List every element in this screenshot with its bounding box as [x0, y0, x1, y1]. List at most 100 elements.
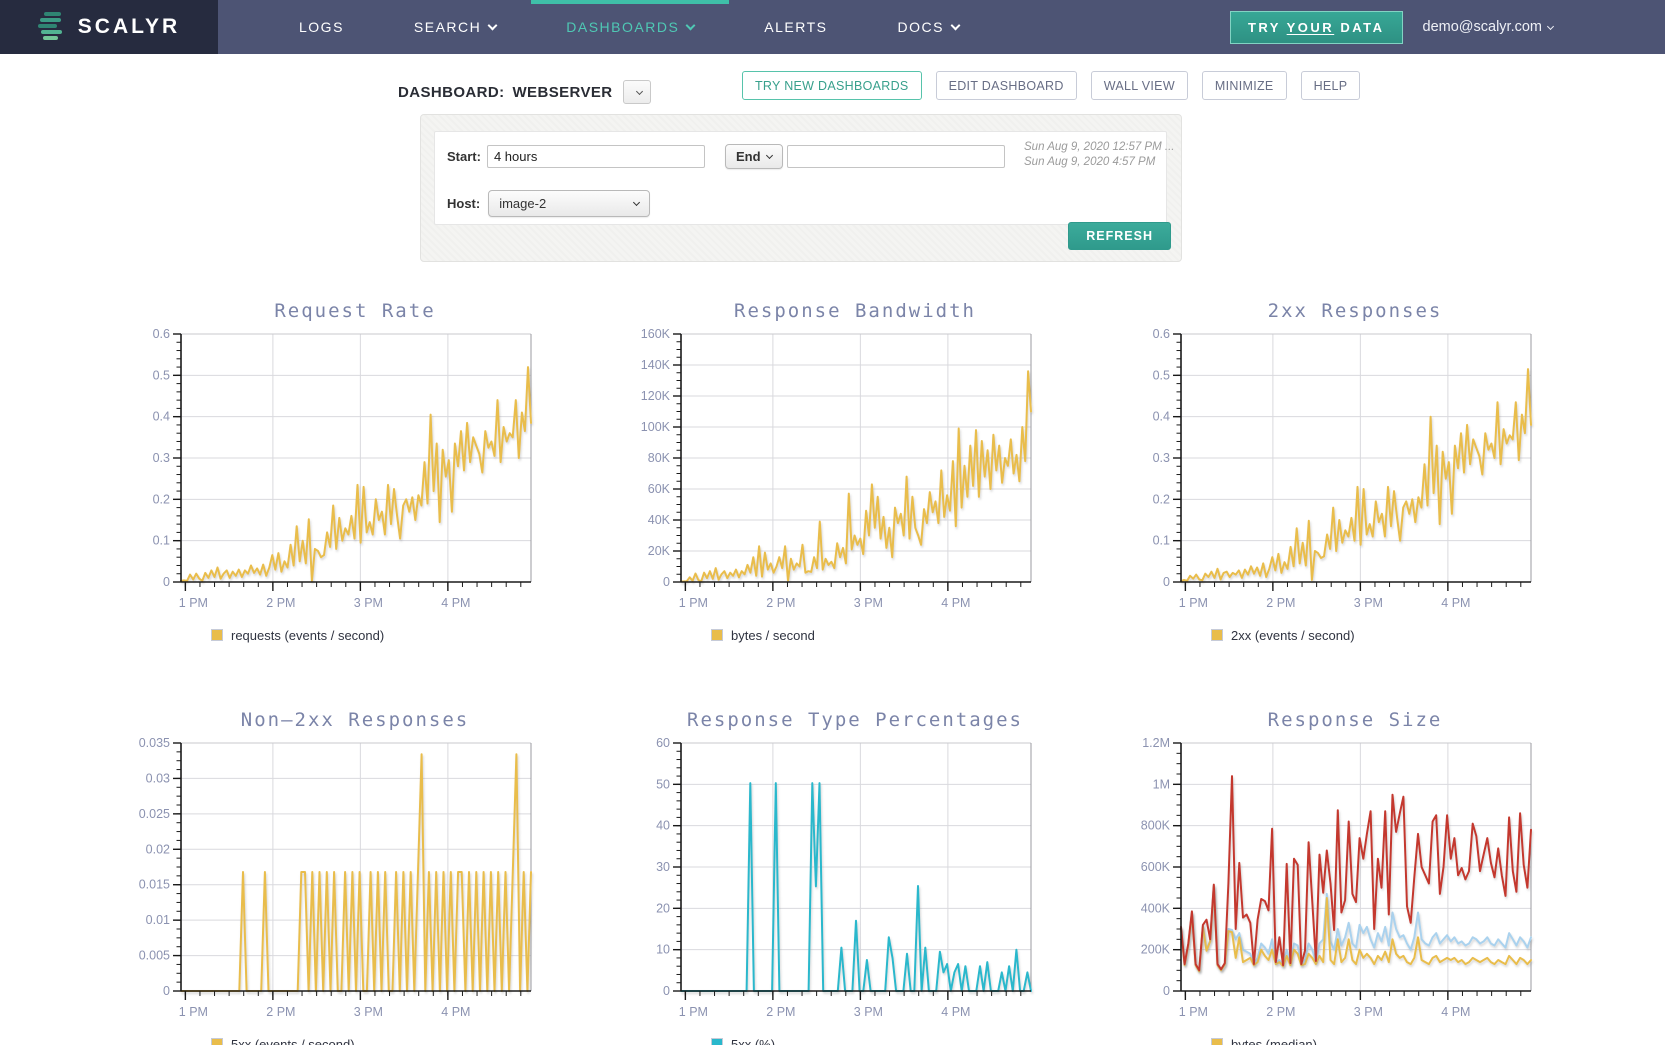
chart-svg: 0200K400K600K800K1M1.2M1 PM2 PM3 PM4 PM: [1123, 735, 1541, 1027]
svg-text:0.4: 0.4: [153, 410, 170, 424]
chart-legend: 5xx (%): [623, 1034, 1041, 1045]
svg-text:600K: 600K: [1141, 860, 1171, 874]
page: SCALYR LOGS SEARCH DASHBOARDS ALERTS DOC…: [0, 0, 1665, 1045]
svg-text:3 PM: 3 PM: [854, 596, 883, 610]
svg-text:0.2: 0.2: [1153, 492, 1170, 506]
chart-legend: 2xx (events / second): [1123, 625, 1541, 645]
svg-text:40K: 40K: [648, 513, 671, 527]
account-menu[interactable]: demo@scalyr.com: [1423, 19, 1553, 35]
brand-logo[interactable]: SCALYR: [0, 0, 218, 54]
edit-dashboard-button[interactable]: EDIT DASHBOARD: [936, 71, 1077, 100]
end-dropdown-button[interactable]: End: [725, 144, 783, 169]
svg-text:4 PM: 4 PM: [441, 1005, 470, 1019]
nav-item-alerts[interactable]: ALERTS: [729, 0, 862, 54]
time-range-display: Sun Aug 9, 2020 12:57 PM ... Sun Aug 9, …: [1024, 140, 1174, 170]
legend-entry: bytes / second: [711, 625, 1041, 645]
navbar: SCALYR LOGS SEARCH DASHBOARDS ALERTS DOC…: [0, 0, 1665, 54]
chart-svg: 01020304050601 PM2 PM3 PM4 PM: [623, 735, 1041, 1027]
chevron-down-icon: [1547, 22, 1554, 29]
svg-text:60K: 60K: [648, 482, 671, 496]
chevron-down-icon: [633, 199, 640, 206]
svg-text:4 PM: 4 PM: [1441, 596, 1470, 610]
chart-2xx-responses: 2xx Responses 00.10.20.30.40.50.61 PM2 P…: [1082, 300, 1582, 645]
chart-title: Request Rate: [123, 300, 541, 326]
legend-entry: requests (events / second): [211, 625, 541, 645]
dashboard-toolbar: TRY NEW DASHBOARDS EDIT DASHBOARD WALL V…: [742, 71, 1360, 100]
chart-title: Response Type Percentages: [623, 709, 1041, 735]
chart-svg: 00.10.20.30.40.50.61 PM2 PM3 PM4 PM: [123, 326, 541, 618]
help-button[interactable]: HELP: [1301, 71, 1361, 100]
filter-inner-box: Start: End Sun Aug 9, 2020 12:57 PM ... …: [434, 131, 1167, 225]
nav-item-docs[interactable]: DOCS: [863, 0, 994, 54]
legend-swatch: [211, 629, 223, 641]
svg-text:3 PM: 3 PM: [354, 1005, 383, 1019]
refresh-button[interactable]: REFRESH: [1068, 222, 1171, 250]
chart-title: 2xx Responses: [1123, 300, 1541, 326]
start-label: Start:: [447, 149, 481, 164]
svg-text:0.6: 0.6: [153, 327, 170, 341]
legend-swatch: [711, 1038, 723, 1045]
svg-text:1 PM: 1 PM: [679, 1005, 708, 1019]
svg-text:0.03: 0.03: [146, 771, 170, 785]
wall-view-button[interactable]: WALL VIEW: [1091, 71, 1188, 100]
legend-label: bytes / second: [731, 628, 815, 643]
chart-response-bandwidth: Response Bandwidth 020K40K60K80K100K120K…: [582, 300, 1082, 645]
time-range-row: Start: End: [447, 144, 1005, 169]
svg-text:0.1: 0.1: [153, 534, 170, 548]
time-range-start: Sun Aug 9, 2020 12:57 PM ...: [1024, 140, 1174, 155]
nav-item-dashboards[interactable]: DASHBOARDS: [531, 0, 729, 54]
nav-item-label: SEARCH: [414, 19, 481, 35]
svg-text:1M: 1M: [1153, 777, 1170, 791]
start-input[interactable]: [487, 145, 705, 168]
chart-svg: 00.0050.010.0150.020.0250.030.0351 PM2 P…: [123, 735, 541, 1027]
svg-text:0: 0: [163, 575, 170, 589]
svg-text:0.005: 0.005: [139, 949, 170, 963]
svg-text:20: 20: [656, 901, 670, 915]
legend-swatch: [1211, 1038, 1223, 1045]
chart-title: Non–2xx Responses: [123, 709, 541, 735]
svg-text:200K: 200K: [1141, 943, 1171, 957]
svg-text:140K: 140K: [641, 358, 671, 372]
svg-text:120K: 120K: [641, 389, 671, 403]
svg-text:1 PM: 1 PM: [679, 596, 708, 610]
legend-swatch: [711, 629, 723, 641]
svg-text:0.5: 0.5: [1153, 368, 1170, 382]
svg-text:1 PM: 1 PM: [1179, 596, 1208, 610]
svg-text:0: 0: [663, 984, 670, 998]
svg-text:60: 60: [656, 736, 670, 750]
host-select[interactable]: image-2: [488, 190, 650, 217]
dashboard-title-bar: DASHBOARD: WEBSERVER: [398, 80, 651, 104]
svg-text:20K: 20K: [648, 544, 671, 558]
chart-legend: 5xx (events / second): [123, 1034, 541, 1045]
svg-text:2 PM: 2 PM: [266, 596, 295, 610]
try-new-dashboards-button[interactable]: TRY NEW DASHBOARDS: [742, 71, 922, 100]
end-input[interactable]: [787, 145, 1005, 168]
svg-text:2 PM: 2 PM: [1266, 596, 1295, 610]
chart-canvas-response-bandwidth: 020K40K60K80K100K120K140K160K1 PM2 PM3 P…: [623, 326, 1041, 623]
chart-response-type-percentages: Response Type Percentages 01020304050601…: [582, 709, 1082, 1045]
legend-swatch: [211, 1038, 223, 1045]
svg-text:4 PM: 4 PM: [441, 596, 470, 610]
try-your-data-button[interactable]: TRY YOUR DATA: [1230, 11, 1403, 44]
legend-label: 5xx (events / second): [231, 1037, 355, 1045]
legend-label: 5xx (%): [731, 1037, 775, 1045]
charts-grid: Request Rate 00.10.20.30.40.50.61 PM2 PM…: [82, 300, 1582, 1045]
svg-text:0.015: 0.015: [139, 878, 170, 892]
minimize-button[interactable]: MINIMIZE: [1202, 71, 1287, 100]
nav-right: TRY YOUR DATA demo@scalyr.com: [1230, 0, 1665, 54]
dashboard-select-button[interactable]: [623, 80, 651, 104]
svg-text:0.1: 0.1: [1153, 534, 1170, 548]
legend-entry: 5xx (events / second): [211, 1034, 541, 1045]
svg-text:10: 10: [656, 943, 670, 957]
svg-text:1 PM: 1 PM: [179, 1005, 208, 1019]
host-value: image-2: [499, 196, 546, 211]
chart-svg: 00.10.20.30.40.50.61 PM2 PM3 PM4 PM: [1123, 326, 1541, 618]
svg-text:2 PM: 2 PM: [266, 1005, 295, 1019]
nav-item-search[interactable]: SEARCH: [379, 0, 531, 54]
nav-item-logs[interactable]: LOGS: [264, 0, 379, 54]
nav-item-label: LOGS: [299, 19, 344, 35]
chart-title: Response Bandwidth: [623, 300, 1041, 326]
svg-text:0: 0: [663, 575, 670, 589]
svg-text:1 PM: 1 PM: [1179, 1005, 1208, 1019]
chart-canvas-non-2xx-responses: 00.0050.010.0150.020.0250.030.0351 PM2 P…: [123, 735, 541, 1032]
